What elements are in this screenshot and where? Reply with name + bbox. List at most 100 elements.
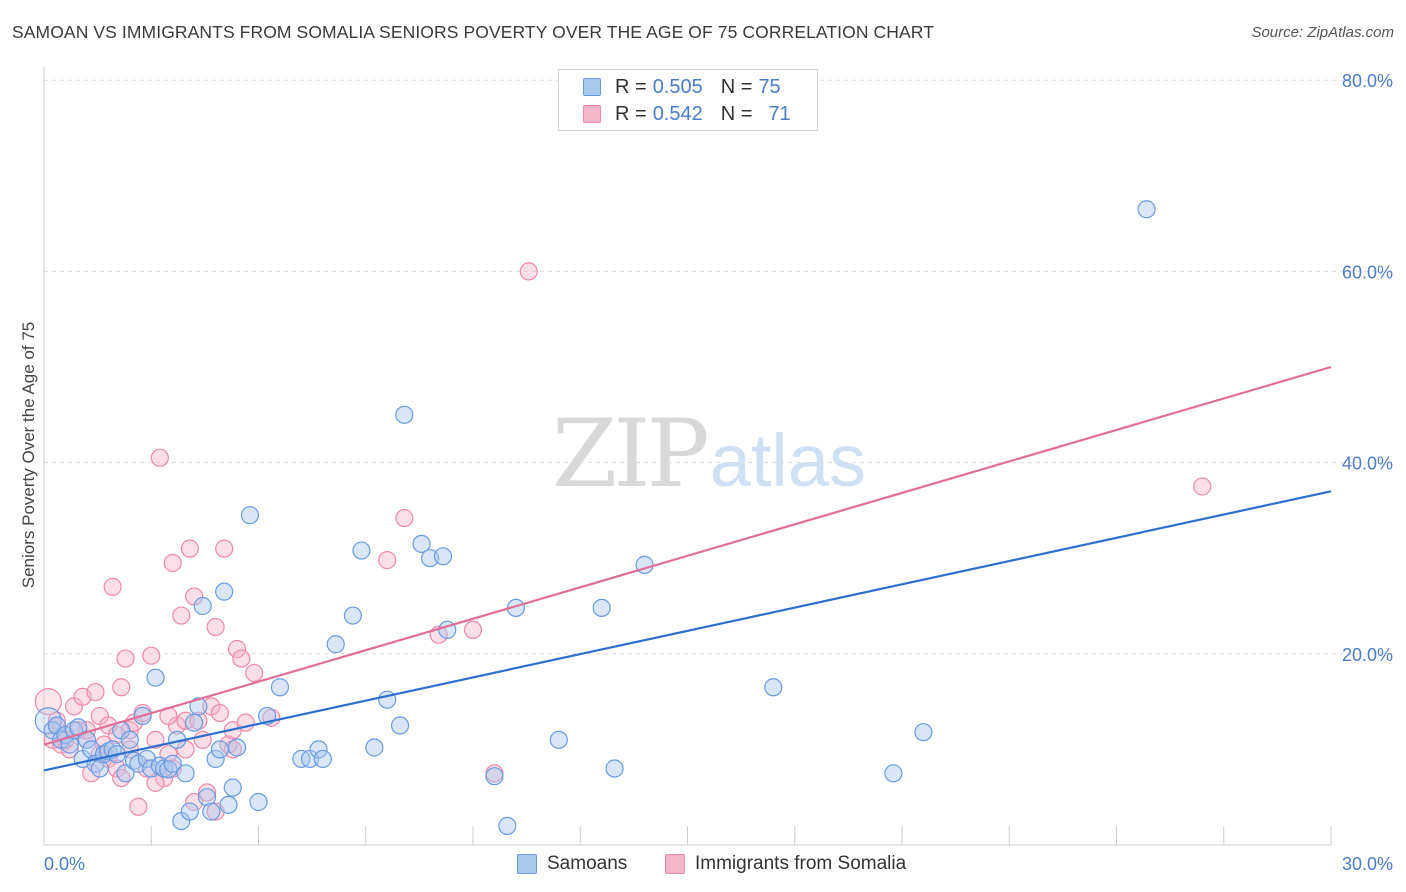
y-tick-label: 20.0% [1342, 645, 1393, 665]
point-somalia [86, 682, 105, 702]
point-samoans [1137, 200, 1156, 219]
point-samoans [176, 764, 195, 783]
point-somalia [172, 606, 191, 625]
axis-labels: 20.0% 40.0% 60.0% 80.0% 0.0% 30.0% Seniors Pov… [19, 71, 1393, 874]
legend-item-samoans: Samoans [517, 851, 627, 877]
point-samoans [313, 749, 332, 769]
point-samoans [412, 534, 431, 553]
legend-row-samoans: R = 0.505 N = 75 [583, 75, 781, 99]
point-samoans [69, 718, 88, 737]
trend-line-samoans [43, 490, 1332, 772]
point-samoans [592, 598, 611, 618]
y-tick-label: 80.0% [1342, 71, 1393, 91]
point-somalia [82, 764, 101, 783]
point-samoans [326, 635, 345, 654]
point-samoans [884, 764, 903, 783]
point-somalia [163, 553, 182, 573]
point-somalia [395, 508, 414, 528]
point-somalia [146, 730, 165, 749]
point-samoans [219, 795, 238, 814]
trend-lines [43, 365, 1332, 772]
legend-swatch-samoans [583, 78, 601, 96]
point-somalia [210, 703, 229, 723]
point-samoans [390, 716, 410, 735]
point-somalia [227, 639, 247, 659]
trend-line-somalia [43, 365, 1332, 746]
point-somalia [142, 646, 161, 665]
point-samoans [309, 740, 328, 759]
legend-swatch-somalia [665, 854, 685, 874]
point-samoans [395, 405, 414, 424]
point-somalia [150, 448, 169, 467]
legend-n-value: 71 [768, 102, 791, 125]
point-samoans [240, 506, 260, 525]
point-samoans [498, 816, 517, 835]
point-somalia [146, 773, 165, 792]
legend-r-label: R = [615, 102, 647, 125]
point-somalia [1193, 477, 1212, 496]
point-somalia [378, 551, 397, 570]
legend-r-value: 0.542 [652, 102, 703, 125]
point-samoans [605, 759, 624, 778]
source-credit: Source: ZipAtlas.com [1251, 24, 1394, 41]
legend-r-value: 0.505 [652, 75, 703, 98]
gridlines [44, 79, 1392, 655]
legend-n-label: N = [720, 102, 753, 125]
point-somalia [180, 539, 199, 558]
point-somalia [34, 687, 62, 716]
point-samoans [433, 547, 453, 566]
x-tick-label: 30.0% [1342, 854, 1393, 874]
point-samoans [549, 730, 568, 749]
point-samoans [202, 802, 221, 821]
point-samoans [764, 678, 783, 697]
legend-r-label: R = [615, 75, 647, 98]
legend-label-somalia: Immigrants from Somalia [695, 853, 907, 874]
point-samoans [120, 730, 139, 749]
point-samoans [34, 707, 62, 735]
legend-label-samoans: Samoans [547, 853, 628, 874]
point-samoans [116, 764, 135, 783]
y-axis-title: Seniors Poverty Over the Age of 75 [19, 322, 38, 588]
point-somalia [519, 262, 538, 281]
point-samoans [180, 802, 199, 821]
point-samoans [223, 778, 242, 797]
point-somalia [197, 783, 217, 802]
axes [43, 66, 1332, 846]
legend-row-somalia: R = 0.542 N = 71 [583, 102, 791, 126]
legend-swatch-somalia [583, 105, 601, 123]
correlation-legend: R = 0.505 N = 75 R = 0.542 N = 71 [558, 69, 818, 131]
point-samoans [249, 792, 268, 812]
y-tick-label: 60.0% [1342, 262, 1393, 282]
point-samoans [270, 678, 290, 697]
point-samoans [343, 606, 362, 625]
legend-n-label: N = [720, 75, 753, 98]
point-samoans [163, 754, 182, 773]
point-samoans [206, 749, 225, 769]
legend-item-somalia: Immigrants from Somalia [665, 851, 906, 877]
point-samoans [227, 738, 247, 757]
point-somalia [463, 620, 483, 640]
point-samoans [197, 788, 217, 807]
point-samoans [365, 738, 384, 757]
point-samoans [185, 713, 204, 732]
point-somalia [232, 649, 251, 668]
point-samoans [193, 596, 212, 616]
point-somalia [116, 649, 135, 668]
point-somalia [103, 577, 122, 596]
point-samoans [914, 723, 933, 742]
point-samoans [90, 759, 109, 778]
point-somalia [112, 678, 131, 697]
legend-swatch-samoans [517, 854, 537, 874]
chart-title: SAMOAN VS IMMIGRANTS FROM SOMALIA SENIOR… [12, 22, 935, 42]
point-samoans [146, 668, 165, 687]
point-somalia [215, 539, 234, 558]
point-samoans [189, 697, 208, 716]
point-samoans [215, 582, 234, 601]
point-samoans [210, 740, 229, 759]
y-tick-label: 40.0% [1342, 454, 1393, 474]
point-somalia [129, 797, 148, 816]
point-samoans [352, 541, 371, 560]
point-samoans [485, 767, 504, 786]
legend-n-value: 75 [758, 75, 781, 98]
